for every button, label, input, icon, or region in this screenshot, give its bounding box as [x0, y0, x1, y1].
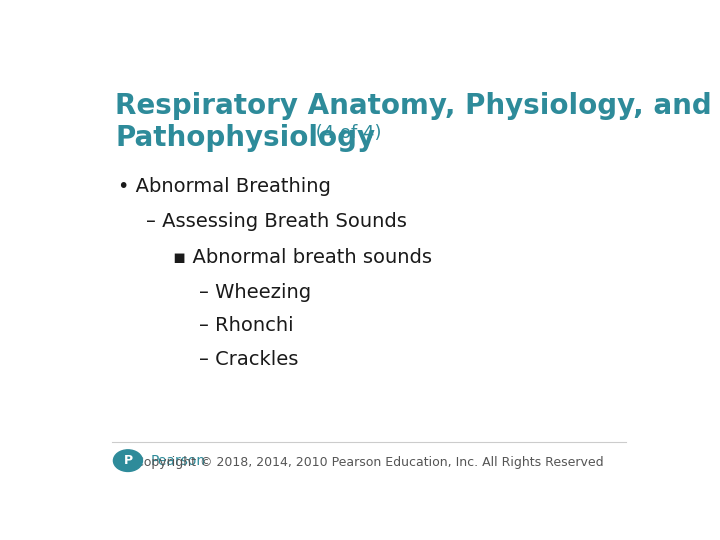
Text: – Wheezing: – Wheezing [199, 283, 311, 302]
Text: (4 of 4): (4 of 4) [310, 124, 382, 142]
Text: P: P [123, 454, 132, 467]
Text: ▪ Abnormal breath sounds: ▪ Abnormal breath sounds [173, 248, 431, 267]
Text: Respiratory Anatomy, Physiology, and: Respiratory Anatomy, Physiology, and [115, 92, 712, 120]
Text: – Crackles: – Crackles [199, 349, 298, 369]
Text: Pathophysiology: Pathophysiology [115, 124, 375, 152]
Text: – Rhonchi: – Rhonchi [199, 316, 294, 335]
Text: Copyright © 2018, 2014, 2010 Pearson Education, Inc. All Rights Reserved: Copyright © 2018, 2014, 2010 Pearson Edu… [135, 456, 603, 469]
Text: • Abnormal Breathing: • Abnormal Breathing [118, 177, 330, 196]
Text: – Assessing Breath Sounds: – Assessing Breath Sounds [145, 212, 407, 232]
Circle shape [114, 450, 143, 471]
Text: Pearson: Pearson [150, 454, 205, 468]
